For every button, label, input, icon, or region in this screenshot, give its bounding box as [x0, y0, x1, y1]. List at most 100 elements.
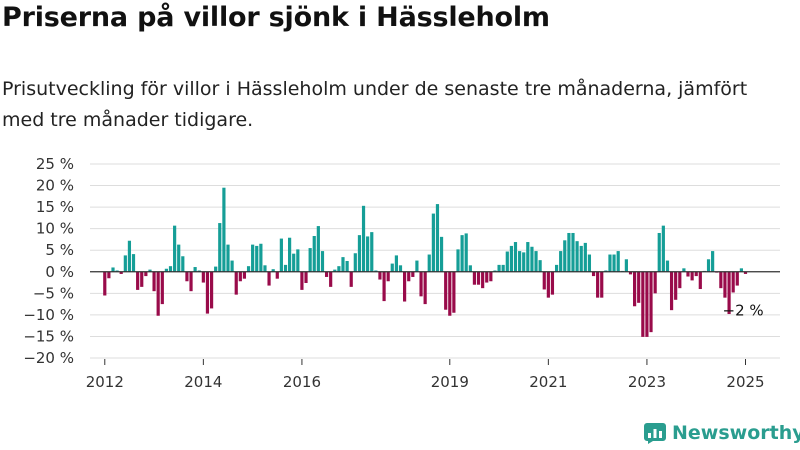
- bar-positive: [131, 254, 136, 272]
- bar-negative: [678, 271, 682, 289]
- x-tick-label: 2021: [529, 373, 567, 391]
- bar-positive: [181, 256, 185, 272]
- bar-negative: [542, 271, 546, 290]
- bar-positive: [193, 267, 197, 272]
- bar-negative: [423, 271, 427, 305]
- bar-positive: [682, 268, 686, 272]
- bar-positive: [251, 244, 255, 272]
- y-tick-label: 10 %: [36, 220, 74, 238]
- bar-negative: [633, 271, 637, 307]
- bar-positive: [271, 269, 275, 272]
- bar-positive: [522, 252, 526, 272]
- bar-positive: [563, 240, 567, 272]
- bar-negative: [407, 271, 411, 282]
- bar-positive: [246, 266, 251, 272]
- x-axis: 2012 2014 2016 2019 2021 2023 2025: [86, 271, 780, 391]
- bar-positive: [415, 260, 419, 272]
- bar-negative: [719, 271, 723, 289]
- bar-negative: [674, 271, 678, 300]
- bar-negative: [205, 271, 210, 314]
- bar-positive: [624, 259, 628, 272]
- bar-negative: [189, 271, 193, 292]
- bar-negative: [645, 271, 649, 337]
- bar-positive: [127, 240, 132, 272]
- bar-positive: [587, 254, 592, 272]
- bar-negative: [641, 271, 645, 337]
- bar-positive: [608, 254, 612, 272]
- bar-negative: [489, 271, 493, 282]
- bar-positive: [164, 268, 168, 272]
- bar-positive: [390, 263, 394, 272]
- bar-negative: [140, 271, 144, 287]
- bar-positive: [571, 232, 575, 272]
- bar-positive: [493, 270, 497, 272]
- bars: [103, 187, 748, 337]
- x-tick-label: 2023: [628, 373, 666, 391]
- bar-positive: [115, 270, 119, 272]
- bar-positive: [518, 251, 522, 272]
- bar-negative: [386, 271, 390, 282]
- bar-negative: [209, 271, 214, 309]
- bar-positive: [259, 243, 263, 272]
- bar-negative: [403, 271, 407, 302]
- bar-negative: [136, 271, 140, 290]
- bar-negative: [485, 271, 489, 283]
- bar-positive: [288, 237, 292, 272]
- bar-negative: [160, 271, 164, 305]
- bar-positive: [173, 225, 177, 272]
- bar-negative: [723, 271, 727, 298]
- bar-positive: [616, 251, 620, 272]
- bar-positive: [534, 251, 538, 272]
- bar-positive: [468, 265, 472, 272]
- brand-logo[interactable]: Newsworthy: [644, 420, 800, 446]
- bar-negative: [481, 271, 485, 289]
- bar-positive: [279, 238, 283, 272]
- bar-positive: [345, 261, 349, 272]
- bar-positive: [292, 253, 296, 272]
- y-tick-label: 25 %: [36, 155, 74, 173]
- bar-positive: [197, 270, 201, 272]
- bar-positive: [168, 266, 173, 272]
- bar-negative: [238, 271, 242, 282]
- bar-positive: [398, 265, 403, 272]
- bar-positive: [530, 246, 534, 272]
- bar-positive: [559, 251, 563, 272]
- bar-positive: [575, 241, 579, 272]
- bar-negative: [107, 271, 111, 279]
- bar-negative: [735, 271, 739, 286]
- bar-positive: [665, 260, 670, 272]
- bar-negative: [472, 271, 477, 285]
- bar-positive: [501, 264, 505, 272]
- y-tick-label: 15 %: [36, 198, 74, 216]
- bar-positive: [353, 253, 357, 272]
- bar-negative: [452, 271, 456, 313]
- bar-negative: [329, 271, 333, 287]
- bar-negative: [411, 271, 415, 277]
- bar-negative: [476, 271, 481, 285]
- bar-positive: [456, 249, 460, 272]
- y-tick-label: 0 %: [45, 263, 74, 281]
- y-tick-label: 5 %: [45, 241, 74, 259]
- bar-negative: [275, 271, 279, 279]
- last-value-annotation: −2 %: [723, 301, 764, 319]
- bar-negative: [378, 271, 382, 280]
- bar-positive: [283, 264, 288, 272]
- annotations: −2 %: [723, 301, 764, 319]
- bar-positive: [431, 213, 435, 272]
- bar-positive: [513, 242, 518, 272]
- bar-negative: [267, 271, 271, 286]
- bar-positive: [316, 226, 320, 272]
- y-axis-labels: −20 % −15 % −10 % −5 % 0 % 5 % 10 % 15 % 20 % 25 …: [23, 155, 74, 367]
- bar-negative: [698, 271, 702, 290]
- bar-negative: [382, 271, 386, 302]
- bar-positive: [505, 251, 509, 272]
- bar-positive: [296, 249, 300, 272]
- bar-negative: [300, 271, 304, 290]
- bar-positive: [661, 225, 665, 272]
- bar-negative: [546, 271, 550, 298]
- bar-positive: [370, 232, 374, 272]
- bar-positive: [148, 269, 152, 272]
- bar-positive: [218, 223, 222, 272]
- bar-positive: [214, 266, 218, 272]
